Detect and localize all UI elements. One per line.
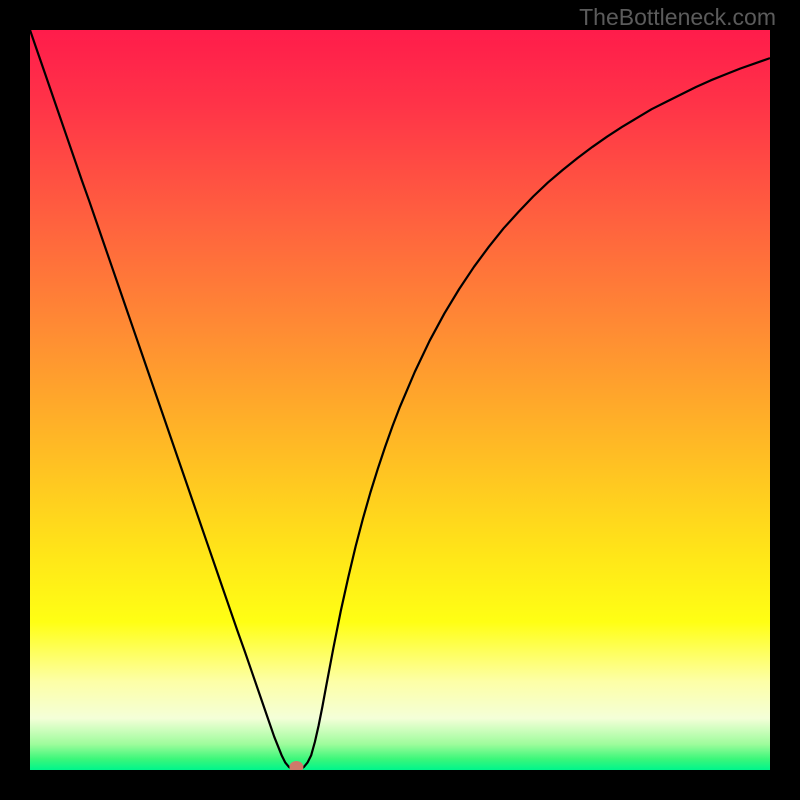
optimum-marker bbox=[289, 761, 303, 770]
plot-area bbox=[30, 30, 770, 770]
watermark-text: TheBottleneck.com bbox=[579, 4, 776, 31]
bottleneck-curve bbox=[30, 30, 770, 770]
chart-container: TheBottleneck.com bbox=[0, 0, 800, 800]
curve-layer bbox=[30, 30, 770, 770]
